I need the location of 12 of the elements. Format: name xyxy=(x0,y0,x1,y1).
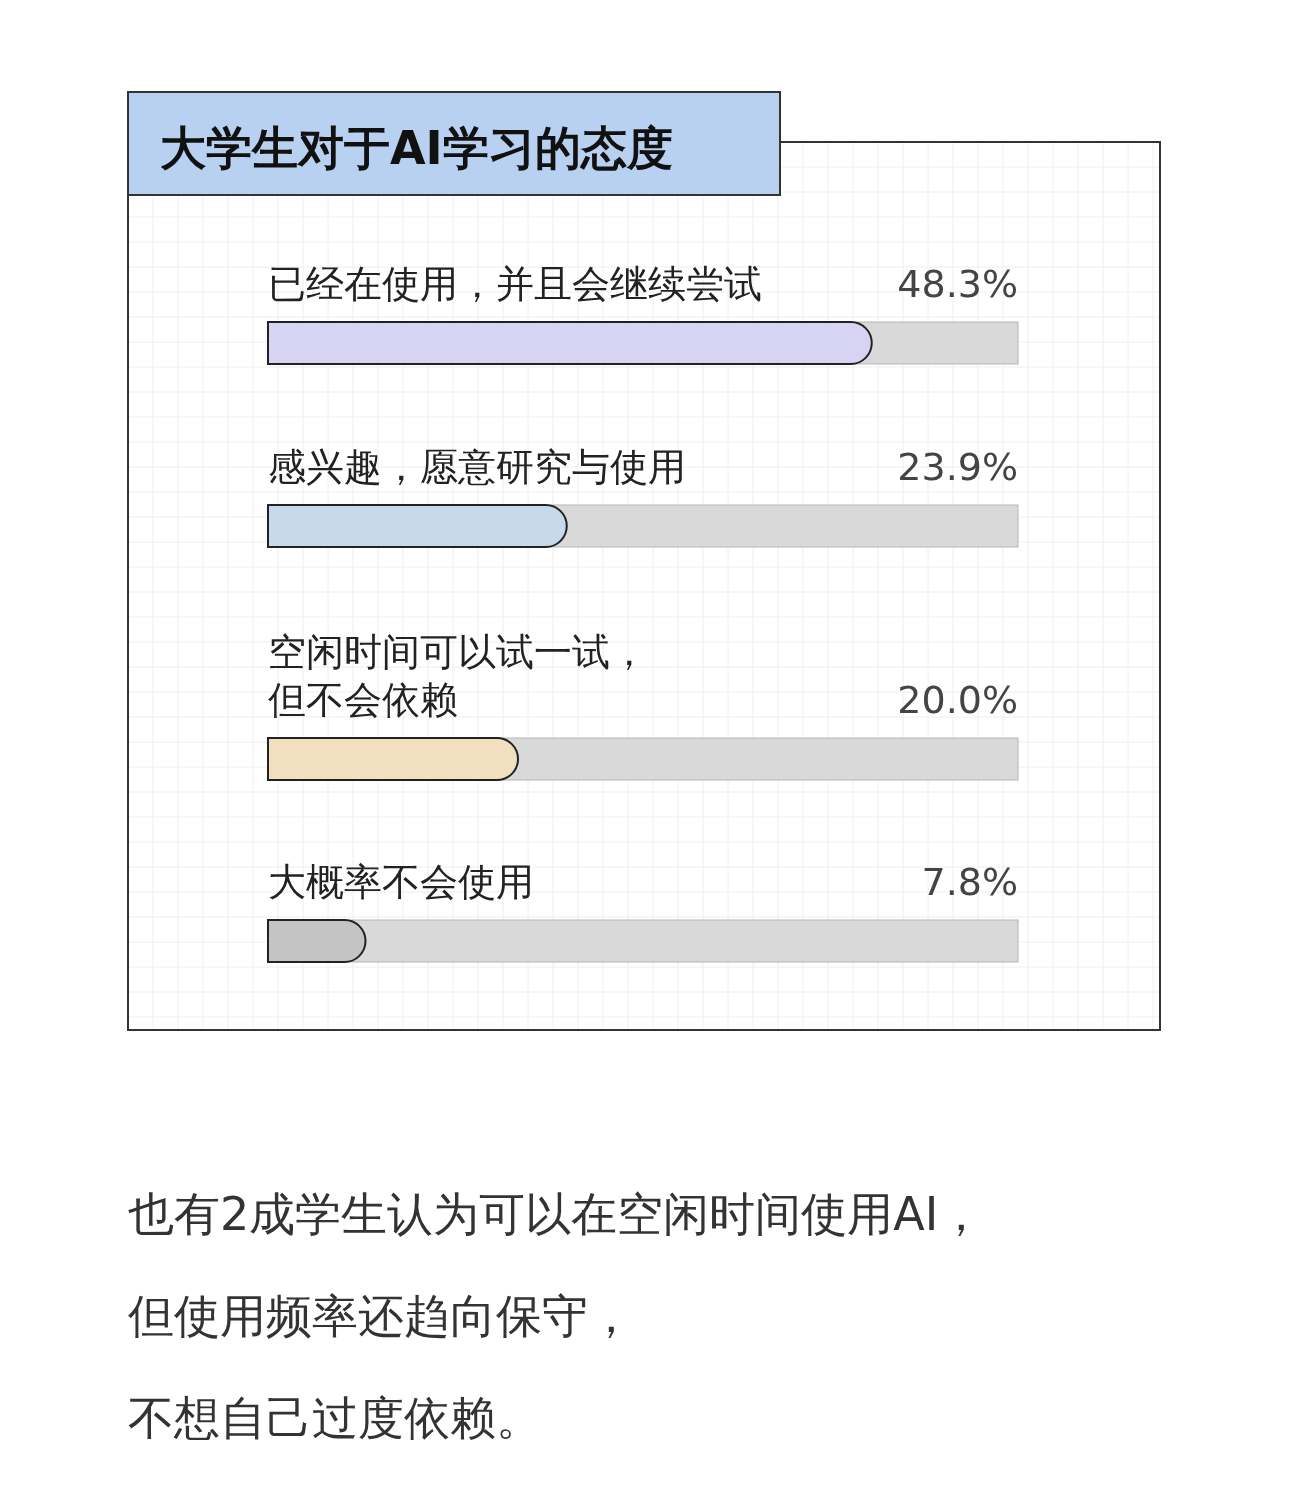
text: 也有2成学生认为可以在空闲时间使用AI， xyxy=(128,1187,985,1241)
text: 但使用频率还趋向保守， xyxy=(128,1289,634,1343)
y-tick-label: 空闲时间可以试一试，但不会依赖 xyxy=(268,630,648,722)
y-tick-label: 已经在使用，并且会继续尝试 xyxy=(268,262,762,306)
chart-title: 大学生对于AI学习的态度 xyxy=(160,121,673,175)
y-tick-label: 大概率不会使用 xyxy=(268,860,534,904)
data-label: 23.9% xyxy=(897,445,1018,489)
data-label: 7.8% xyxy=(921,860,1018,904)
y-tick-label: 感兴趣，愿意研究与使用 xyxy=(268,445,686,489)
data-label: 20.0% xyxy=(897,678,1018,722)
data-label: 48.3% xyxy=(897,262,1018,306)
text: 不想自己过度依赖。 xyxy=(128,1391,542,1445)
